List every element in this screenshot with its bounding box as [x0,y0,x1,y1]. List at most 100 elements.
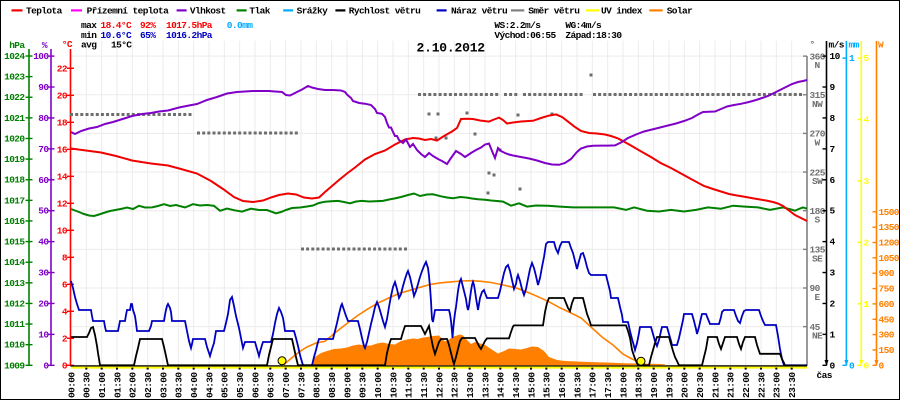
svg-text:315: 315 [810,90,826,101]
svg-text:16:30: 16:30 [572,372,583,398]
svg-text:18:00: 18:00 [618,372,629,398]
svg-text:S: S [815,215,821,226]
svg-text:19:00: 19:00 [649,372,660,398]
svg-text:1020: 1020 [4,133,25,144]
svg-text:0: 0 [830,360,836,371]
svg-text:90: 90 [810,283,821,294]
svg-text:2.10.2012: 2.10.2012 [417,41,486,56]
svg-text:Teplota: Teplota [26,6,63,17]
svg-text:SW: SW [812,176,823,187]
svg-text:1017.5hPa: 1017.5hPa [166,20,213,31]
svg-text:9: 9 [830,82,836,93]
svg-text:Východ:06:55: Východ:06:55 [494,30,556,41]
svg-text:100: 100 [33,51,49,62]
svg-text:1018: 1018 [4,175,25,186]
svg-text:13:30: 13:30 [480,372,491,398]
svg-text:08:30: 08:30 [327,372,338,398]
svg-text:W: W [815,137,821,148]
svg-text:hPa: hPa [9,40,25,51]
svg-text:40: 40 [38,237,49,248]
svg-text:21:00: 21:00 [710,372,721,398]
svg-text:13:00: 13:00 [465,372,476,398]
svg-text:1021: 1021 [4,113,25,124]
svg-text:1011: 1011 [4,319,25,330]
svg-text:04:30: 04:30 [204,372,215,398]
svg-text:0.0mm: 0.0mm [227,20,253,31]
svg-text:0: 0 [879,360,885,371]
svg-text:1014: 1014 [4,257,25,268]
svg-text:02:00: 02:00 [128,372,139,398]
svg-text:225: 225 [810,167,826,178]
svg-text:Náraz větru: Náraz větru [451,6,508,17]
svg-text:180: 180 [810,206,826,217]
svg-text:17:00: 17:00 [588,372,599,398]
svg-text:UV index: UV index [601,6,643,17]
svg-text:3: 3 [864,176,870,187]
svg-text:12: 12 [57,198,68,209]
svg-text:03:30: 03:30 [174,372,185,398]
svg-text:09:30: 09:30 [358,372,369,398]
svg-text:10: 10 [57,225,68,236]
svg-text:450: 450 [879,314,895,325]
svg-text:300: 300 [879,330,895,341]
svg-text:00:30: 00:30 [82,372,93,398]
svg-text:0: 0 [62,360,68,371]
svg-text:W: W [878,40,884,51]
svg-text:06:00: 06:00 [250,372,261,398]
svg-text:22: 22 [57,63,68,74]
svg-text:1: 1 [849,53,855,64]
svg-text:Vlhkost: Vlhkost [190,6,226,17]
svg-text:23:00: 23:00 [772,372,783,398]
svg-text:Rychlost větru: Rychlost větru [349,6,421,17]
svg-text:15°C: 15°C [111,40,132,51]
svg-text:%: % [42,40,48,51]
svg-text:6: 6 [830,175,836,186]
svg-text:max: max [81,20,97,31]
svg-text:10: 10 [830,51,841,62]
svg-text:135: 135 [810,245,826,256]
svg-text:06:30: 06:30 [266,372,277,398]
svg-text:18: 18 [57,117,68,128]
svg-text:15:30: 15:30 [542,372,553,398]
svg-text:08:00: 08:00 [312,372,323,398]
svg-text:NE: NE [812,331,823,342]
svg-text:12:00: 12:00 [434,372,445,398]
svg-text:270: 270 [810,129,826,140]
svg-text:150: 150 [879,345,895,356]
svg-text:°: ° [810,39,815,50]
svg-text:7: 7 [830,144,836,155]
svg-text:03:00: 03:00 [158,372,169,398]
svg-text:NW: NW [812,99,823,110]
svg-text:23:30: 23:30 [787,372,798,398]
svg-text:20: 20 [57,90,68,101]
svg-text:18.4°C: 18.4°C [101,20,133,31]
svg-text:°C: °C [62,39,73,50]
svg-text:2: 2 [864,237,870,248]
svg-text:Solar: Solar [667,6,693,17]
svg-text:18:30: 18:30 [634,372,645,398]
svg-text:Srážky: Srážky [297,6,329,17]
svg-text:22:00: 22:00 [741,372,752,398]
svg-text:20: 20 [38,298,49,309]
svg-text:4: 4 [864,115,870,126]
svg-text:5: 5 [830,206,836,217]
svg-text:05:00: 05:00 [220,372,231,398]
svg-text:14:00: 14:00 [496,372,507,398]
svg-text:16: 16 [57,144,68,155]
svg-text:45: 45 [810,322,821,333]
svg-text:07:00: 07:00 [281,372,292,398]
svg-text:90: 90 [38,82,49,93]
svg-text:04:00: 04:00 [189,372,200,398]
svg-text:50: 50 [38,206,49,217]
svg-text:07:30: 07:30 [296,372,307,398]
svg-text:1: 1 [830,329,836,340]
svg-text:1017: 1017 [4,195,25,206]
svg-text:0: 0 [43,360,49,371]
svg-text:1200: 1200 [879,238,900,249]
svg-text:20:00: 20:00 [680,372,691,398]
svg-text:21:30: 21:30 [726,372,737,398]
svg-text:20:30: 20:30 [695,372,706,398]
svg-text:1500: 1500 [879,207,900,218]
svg-text:01:30: 01:30 [112,372,123,398]
svg-text:11:30: 11:30 [419,372,430,398]
